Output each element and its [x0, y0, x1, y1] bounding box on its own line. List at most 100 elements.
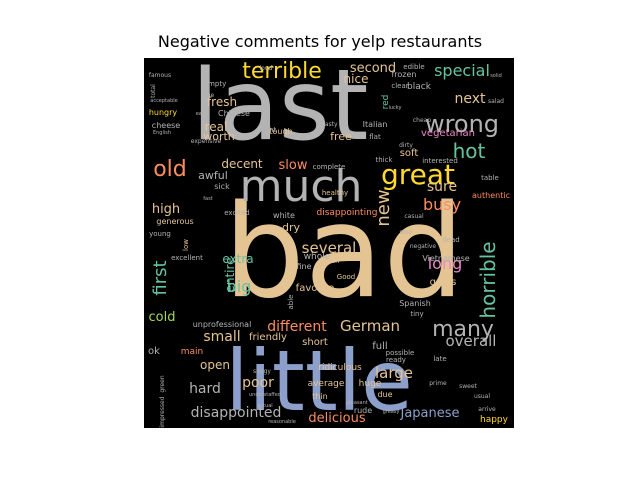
- word: bad: [224, 178, 465, 327]
- word: sour: [399, 229, 413, 236]
- word: flat: [369, 133, 381, 141]
- word: interested: [422, 157, 458, 165]
- word: tough: [269, 127, 292, 136]
- word: tasty: [322, 121, 338, 128]
- word: little: [225, 332, 413, 428]
- word: favorite: [296, 283, 335, 294]
- word: awful: [198, 169, 228, 182]
- word: Asian: [320, 257, 339, 265]
- word: disappointing: [316, 208, 377, 218]
- word: frozen: [391, 70, 416, 79]
- word: entire: [223, 257, 237, 292]
- word: thick: [375, 156, 393, 164]
- word: rude: [354, 406, 372, 415]
- word: Chinese: [218, 109, 250, 118]
- word: thin: [312, 392, 328, 401]
- word: edible: [403, 63, 424, 71]
- word: first: [150, 260, 171, 295]
- word: usual: [474, 393, 490, 400]
- word: able: [287, 295, 295, 310]
- word: actual: [257, 403, 272, 409]
- word: Vietnamese: [422, 254, 469, 263]
- word: Spanish: [399, 299, 431, 308]
- word: salad: [488, 98, 504, 105]
- word: excited: [224, 209, 250, 217]
- word: main: [181, 347, 204, 357]
- word: fast: [203, 196, 212, 202]
- word: generous: [156, 217, 193, 226]
- word-cloud-svg: bad last little much great terrible wron…: [144, 58, 514, 428]
- word: pleasant: [346, 400, 368, 406]
- word: fine: [296, 262, 311, 271]
- word: great: [381, 158, 455, 191]
- word: clear: [391, 82, 408, 90]
- chart-title: Negative comments for yelp restaurants: [157, 32, 483, 51]
- word: sweet: [459, 383, 477, 390]
- word: English: [153, 130, 171, 136]
- word: last: [192, 58, 369, 163]
- word: dead: [442, 236, 459, 244]
- word: white: [273, 211, 295, 220]
- word: ok: [148, 346, 160, 357]
- word: hot: [453, 139, 486, 163]
- word: cheap: [413, 117, 431, 124]
- word: reasonable: [268, 419, 296, 425]
- word: prime: [429, 380, 447, 387]
- word: delicious: [308, 411, 365, 426]
- word-cloud-background: [144, 58, 514, 428]
- word: young: [149, 230, 171, 238]
- word: small: [203, 329, 240, 345]
- word: nice: [344, 72, 369, 86]
- word: next: [454, 91, 486, 107]
- word: overall: [446, 332, 497, 350]
- word: long: [428, 254, 463, 273]
- word: late: [433, 355, 446, 363]
- word: possible: [386, 349, 415, 357]
- word: free: [330, 130, 352, 143]
- word: authentic: [472, 191, 510, 200]
- word: high: [152, 202, 180, 217]
- word: several: [302, 239, 357, 257]
- word: happy: [480, 415, 509, 425]
- word: understaffed: [249, 392, 281, 398]
- word: complete: [313, 163, 346, 171]
- word: early: [196, 111, 209, 117]
- word: extra: [222, 252, 253, 266]
- word: vegetarian: [421, 128, 475, 139]
- word: lucky: [389, 105, 402, 111]
- word: true: [202, 92, 215, 99]
- word: arrive: [478, 406, 496, 413]
- word: cold: [149, 310, 176, 325]
- word: sick: [214, 182, 230, 191]
- word: loud: [260, 65, 273, 72]
- word: sure: [427, 179, 457, 195]
- word: table: [481, 174, 499, 182]
- word: empty: [204, 80, 226, 88]
- word: famous: [149, 72, 171, 79]
- word: red: [381, 95, 391, 110]
- word: busy: [423, 195, 461, 214]
- word: huge: [359, 379, 382, 389]
- word: green: [159, 375, 166, 393]
- word: cheese: [152, 121, 180, 130]
- word-cloud: bad last little much great terrible wron…: [144, 58, 514, 428]
- word: negative: [410, 243, 437, 250]
- word: dry: [282, 221, 301, 234]
- word: German: [340, 317, 400, 335]
- word: unprofessional: [193, 320, 252, 329]
- word: due: [377, 390, 392, 399]
- word: slow: [279, 158, 308, 173]
- word: casual: [404, 213, 424, 220]
- word: new: [373, 189, 394, 226]
- word: many: [432, 317, 494, 342]
- word: big: [227, 277, 252, 296]
- word: wrong: [425, 110, 499, 138]
- word: friendly: [249, 332, 287, 343]
- word: second: [350, 61, 396, 76]
- word: whole: [304, 252, 331, 262]
- word: hungry: [149, 108, 178, 117]
- word: much: [240, 161, 363, 212]
- word: healthy: [322, 189, 348, 197]
- word: soggy: [253, 368, 271, 375]
